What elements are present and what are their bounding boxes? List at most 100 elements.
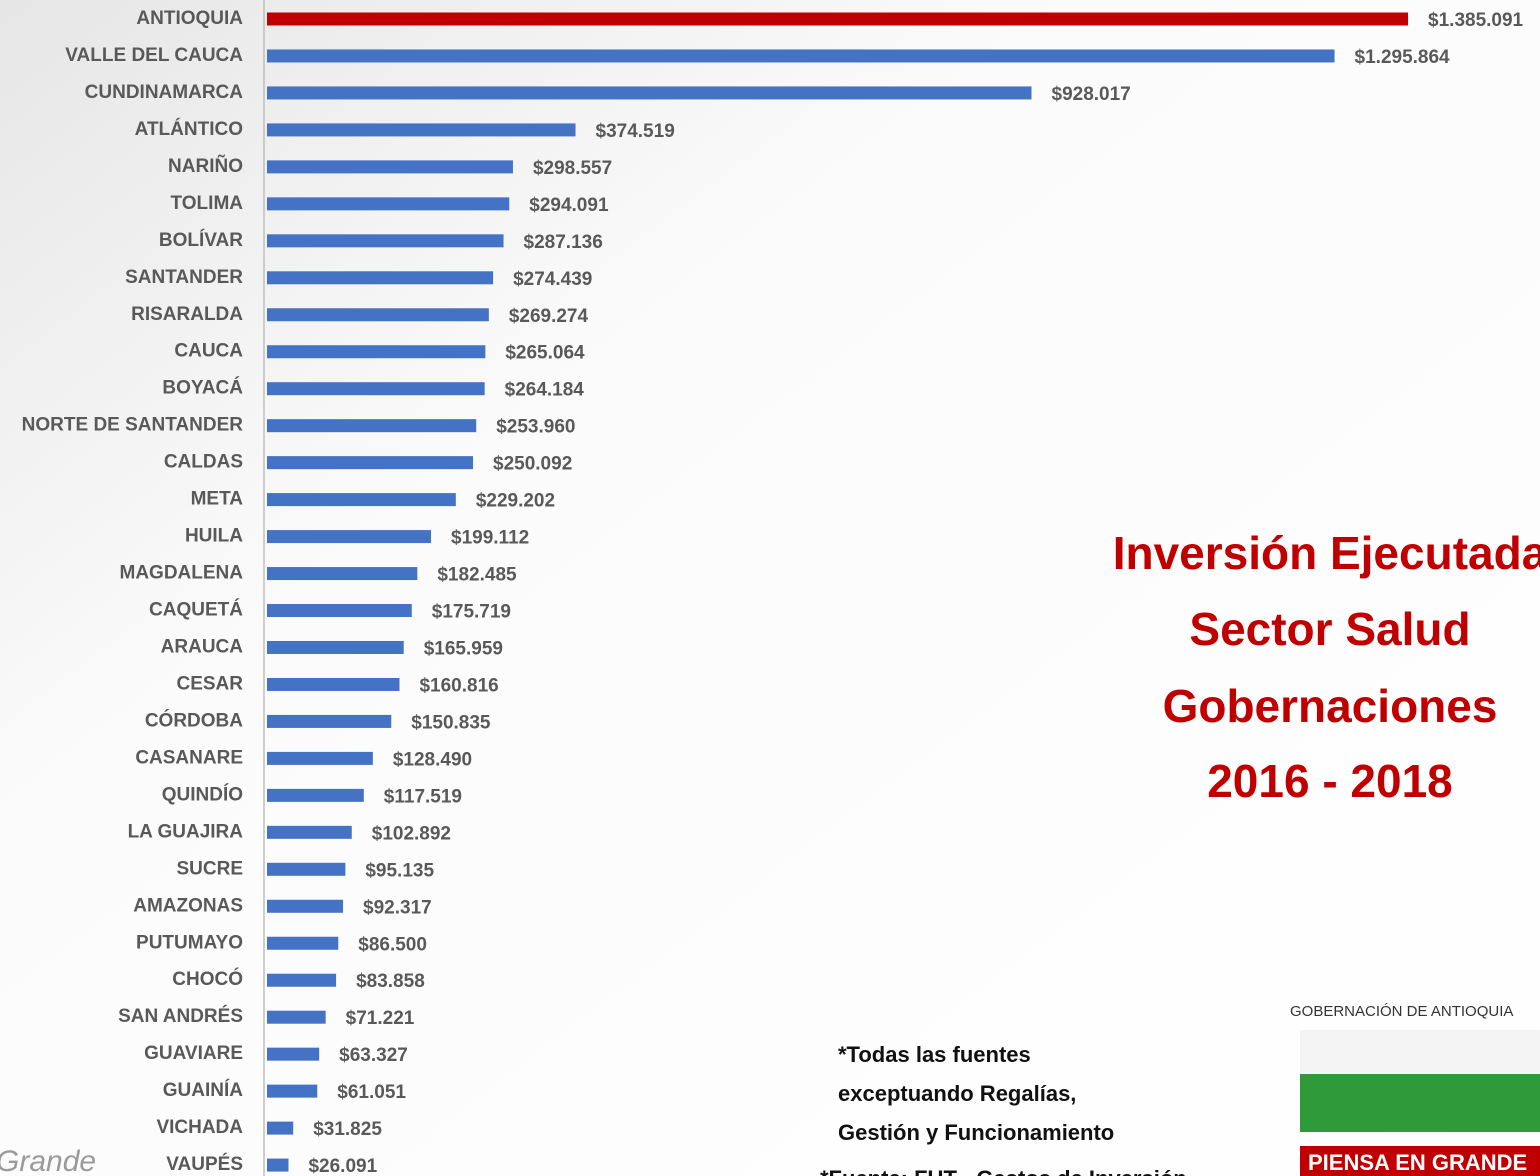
bar: [267, 419, 477, 433]
category-label: ARAUCA: [161, 637, 244, 658]
bar: [267, 1121, 294, 1135]
bar: [267, 604, 412, 618]
bar: [267, 751, 373, 765]
category-label: CAUCA: [174, 341, 243, 362]
value-label: $83.858: [356, 971, 425, 992]
value-label: $199.112: [451, 528, 529, 549]
value-label: $128.490: [393, 749, 472, 770]
bar: [267, 1047, 320, 1061]
value-label: $165.959: [424, 639, 503, 660]
value-label: $265.064: [505, 343, 585, 364]
value-label: $229.202: [476, 491, 555, 512]
source: *Fuente: FUT - Gastos de Inversión: [820, 1166, 1187, 1176]
category-label: CAQUETÁ: [149, 599, 243, 621]
value-label: $117.519: [384, 786, 462, 807]
category-label: META: [191, 489, 244, 510]
bar: [267, 862, 346, 876]
category-label: MAGDALENA: [120, 563, 244, 584]
category-label: CÓRDOBA: [145, 709, 243, 731]
value-label: $294.091: [529, 195, 609, 216]
category-label: AMAZONAS: [133, 895, 243, 916]
category-label: CASANARE: [135, 747, 243, 768]
bar: [267, 1010, 326, 1024]
value-label: $182.485: [437, 565, 517, 586]
bar: [267, 530, 432, 544]
title-line: Gobernaciones: [1163, 680, 1498, 732]
category-label: TOLIMA: [171, 193, 244, 214]
category-label: BOLÍVAR: [159, 229, 243, 251]
bar: [267, 123, 576, 137]
category-label: NORTE DE SANTANDER: [22, 415, 244, 436]
title-line: Sector Salud: [1189, 603, 1470, 655]
bar: [267, 788, 364, 802]
bar: [267, 160, 513, 174]
category-label: LA GUAJIRA: [128, 821, 244, 842]
logo-slogan: PIENSA EN GRANDE: [1308, 1150, 1527, 1175]
bar: [267, 567, 418, 581]
bar: [267, 973, 337, 987]
category-label: GUAVIARE: [144, 1043, 243, 1064]
value-label: $298.557: [533, 158, 612, 179]
category-label: PUTUMAYO: [136, 932, 243, 953]
bar: [267, 456, 474, 470]
flag-green: [1300, 1074, 1540, 1132]
bar: [267, 1084, 318, 1098]
bar: [267, 271, 494, 285]
bar: [267, 382, 485, 396]
bar: [267, 86, 1032, 100]
category-label: VALLE DEL CAUCA: [65, 45, 243, 66]
value-label: $95.135: [365, 860, 434, 881]
title-line: Inversión Ejecutada: [1113, 527, 1540, 579]
bar: [267, 714, 392, 728]
bar: [267, 234, 504, 248]
category-label: HUILA: [185, 526, 243, 547]
category-label: SUCRE: [176, 858, 243, 879]
flag-white: [1300, 1030, 1540, 1074]
value-label: $86.500: [358, 934, 427, 955]
category-label: SAN ANDRÉS: [118, 1005, 243, 1027]
value-label: $287.136: [524, 232, 603, 253]
category-label: CESAR: [176, 673, 243, 694]
note-line: Gestión y Funcionamiento: [838, 1120, 1114, 1145]
bar: [267, 308, 489, 322]
bar: [267, 936, 339, 950]
logo-text: GOBERNACIÓN DE ANTIOQUIA: [1290, 1003, 1513, 1020]
value-label: $250.092: [493, 454, 572, 475]
bar: [267, 899, 344, 913]
bar: [267, 677, 400, 691]
category-label: VAUPÉS: [166, 1153, 243, 1175]
category-label: GUAINÍA: [163, 1079, 244, 1101]
watermark: Grande: [0, 1145, 96, 1176]
value-label: $928.017: [1052, 84, 1131, 105]
bar: [267, 640, 404, 654]
note-line: *Todas las fuentes: [838, 1042, 1031, 1067]
category-label: CUNDINAMARCA: [85, 82, 244, 103]
category-label: RISARALDA: [131, 304, 243, 325]
value-label: $1.385.091: [1428, 10, 1524, 31]
value-label: $160.816: [419, 675, 498, 696]
value-label: $150.835: [411, 712, 491, 733]
bar: [267, 1158, 289, 1172]
title-line: 2016 - 2018: [1207, 755, 1453, 807]
value-label: $31.825: [313, 1119, 382, 1140]
value-label: $253.960: [496, 417, 575, 438]
category-label: SANTANDER: [125, 267, 243, 288]
category-label: ANTIOQUIA: [136, 8, 243, 29]
note-line: exceptuando Regalías,: [838, 1081, 1076, 1106]
logo-band: [1300, 1146, 1540, 1176]
bar: [267, 49, 1335, 63]
value-label: $264.184: [505, 380, 585, 401]
bar: [267, 825, 352, 839]
category-label: VICHADA: [156, 1117, 243, 1138]
bar: [267, 345, 486, 359]
bar: [267, 12, 1409, 26]
bar: [267, 197, 510, 211]
category-label: ATLÁNTICO: [135, 118, 243, 140]
value-label: $71.221: [346, 1008, 415, 1029]
category-label: NARIÑO: [168, 155, 243, 177]
value-label: $26.091: [308, 1156, 377, 1176]
value-label: $92.317: [363, 897, 432, 918]
